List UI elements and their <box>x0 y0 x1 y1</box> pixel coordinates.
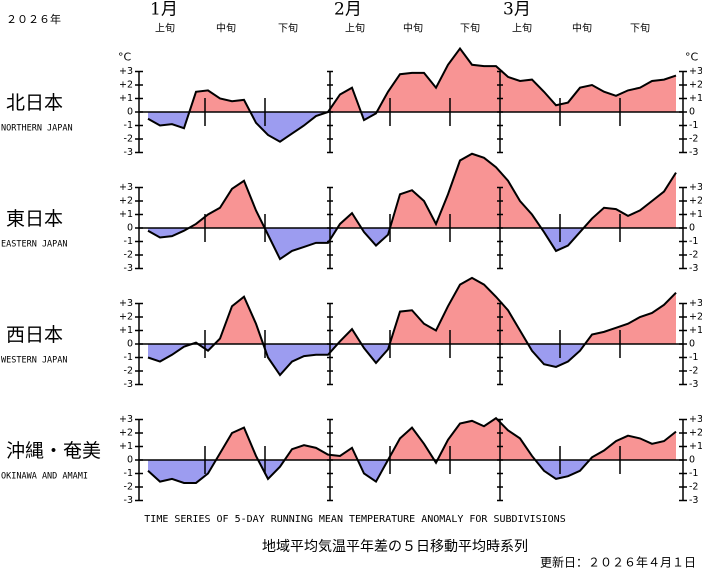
decade-label: 上旬 <box>512 22 532 35</box>
y-tick-label: -3 <box>124 147 133 158</box>
unit-label: °C <box>118 51 132 64</box>
y-tick-label: +1 <box>689 441 702 452</box>
y-tick-label: +3 <box>689 414 702 425</box>
y-tick-label: -3 <box>689 263 698 274</box>
y-tick-label: +2 <box>689 312 702 323</box>
y-tick-label: -2 <box>124 366 133 377</box>
y-tick-label: -1 <box>689 120 698 131</box>
caption-en: TIME SERIES OF 5-DAY RUNNING MEAN TEMPER… <box>144 514 565 525</box>
y-tick-label: -2 <box>124 134 133 145</box>
y-tick-label: +3 <box>689 298 702 309</box>
anomaly-line <box>147 152 677 261</box>
y-tick-label: -3 <box>124 379 133 390</box>
y-tick-label: -3 <box>124 263 133 274</box>
decade-label: 中旬 <box>216 22 236 35</box>
unit-label: °C <box>685 51 699 64</box>
y-tick-label: -3 <box>124 495 133 506</box>
y-tick-label: +2 <box>689 196 702 207</box>
positive-area <box>148 153 676 228</box>
y-tick-label: +2 <box>119 196 133 207</box>
month-label: 1月 <box>150 0 178 20</box>
y-tick-label: 0 <box>127 223 133 234</box>
y-tick-label: -2 <box>124 250 133 261</box>
region-title: 沖縄・奄美 <box>6 440 101 462</box>
y-tick-label: 0 <box>689 455 695 466</box>
y-tick-label: 0 <box>689 223 695 234</box>
anomaly-line <box>147 276 677 377</box>
region-subtitle: NORTHERN JAPAN <box>1 124 73 134</box>
y-tick-label: -2 <box>124 482 133 493</box>
y-tick-label: 0 <box>689 107 695 118</box>
y-tick-label: -1 <box>124 120 133 131</box>
region-title: 東日本 <box>6 208 63 230</box>
y-tick-label: +3 <box>119 182 133 193</box>
y-tick-label: -1 <box>689 468 698 479</box>
decade-label: 下旬 <box>630 22 650 35</box>
decade-label: 上旬 <box>155 22 175 35</box>
y-tick-label: -3 <box>689 147 698 158</box>
y-tick-label: -1 <box>124 468 133 479</box>
y-tick-label: -2 <box>689 250 698 261</box>
y-tick-label: +3 <box>119 298 133 309</box>
region-subtitle: WESTERN JAPAN <box>1 356 68 366</box>
y-tick-label: +3 <box>119 414 133 425</box>
month-label: 3月 <box>503 0 531 20</box>
decade-label: 中旬 <box>572 22 592 35</box>
y-tick-label: 0 <box>127 107 133 118</box>
y-tick-label: +1 <box>119 441 133 452</box>
updated-date: 更新日：２０２６年４月１日 <box>540 555 696 570</box>
y-tick-label: -2 <box>689 134 698 145</box>
y-tick-label: -2 <box>689 482 698 493</box>
positive-area <box>148 277 676 344</box>
region-title: 西日本 <box>6 324 63 346</box>
caption-ja: 地域平均気温平年差の５日移動平均時系列 <box>262 539 528 555</box>
y-tick-label: -2 <box>689 366 698 377</box>
decade-label: 上旬 <box>345 22 365 35</box>
y-tick-label: +3 <box>689 182 702 193</box>
decade-label: 中旬 <box>403 22 423 35</box>
negative-area <box>148 228 676 260</box>
negative-area <box>148 112 676 142</box>
region-subtitle: EASTERN JAPAN <box>1 240 68 250</box>
decade-label: 下旬 <box>278 22 298 35</box>
y-tick-label: +1 <box>689 209 702 220</box>
y-tick-label: 0 <box>127 455 133 466</box>
y-tick-label: 0 <box>689 339 695 350</box>
y-tick-label: +2 <box>119 80 133 91</box>
positive-area <box>148 418 676 460</box>
y-tick-label: -1 <box>689 352 698 363</box>
y-tick-label: -3 <box>689 379 698 390</box>
anomaly-line <box>147 46 677 143</box>
y-tick-label: -1 <box>124 352 133 363</box>
y-tick-label: +1 <box>119 209 133 220</box>
y-tick-label: +1 <box>689 325 702 336</box>
anomaly-line <box>147 416 677 484</box>
y-tick-label: +1 <box>119 93 133 104</box>
positive-area <box>148 48 676 112</box>
negative-area <box>148 344 676 376</box>
y-tick-label: +2 <box>119 312 133 323</box>
month-label: 2月 <box>334 0 362 20</box>
y-tick-label: +1 <box>689 93 702 104</box>
y-tick-label: +1 <box>119 325 133 336</box>
y-tick-label: +3 <box>689 66 702 77</box>
y-tick-label: -1 <box>124 236 133 247</box>
y-tick-label: +2 <box>119 428 133 439</box>
y-tick-label: -3 <box>689 495 698 506</box>
y-tick-label: +3 <box>119 66 133 77</box>
region-subtitle: OKINAWA AND AMAMI <box>1 472 88 482</box>
region-title: 北日本 <box>6 92 63 114</box>
decade-label: 下旬 <box>460 22 480 35</box>
year-label: ２０２６年 <box>6 12 61 26</box>
y-tick-label: +2 <box>689 428 702 439</box>
y-tick-label: 0 <box>127 339 133 350</box>
y-tick-label: -1 <box>689 236 698 247</box>
y-tick-label: +2 <box>689 80 702 91</box>
